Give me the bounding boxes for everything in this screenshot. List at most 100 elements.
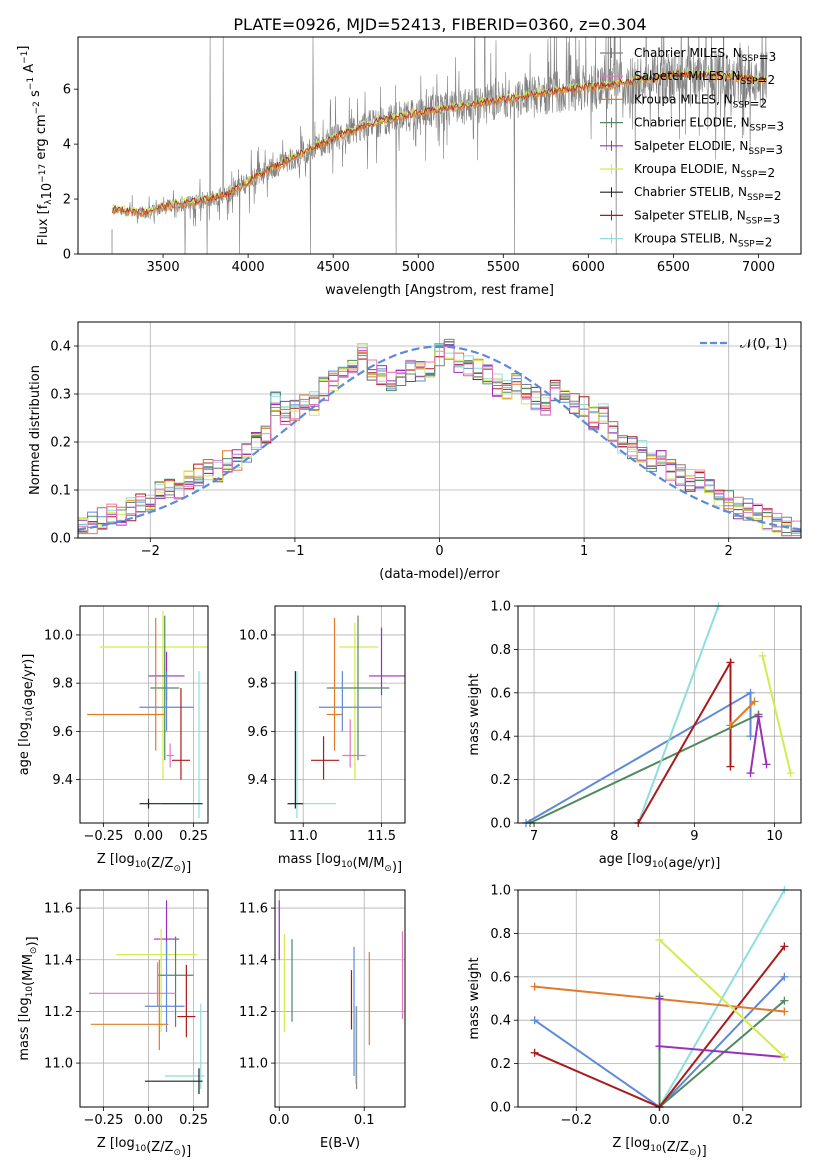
x-axis-label: (data-model)/error [379, 567, 500, 582]
y-tick-label: 0.2 [490, 1057, 511, 1072]
label-part: Chabrier ELODIE, N [634, 116, 750, 130]
y-tick-label: 11.4 [239, 953, 268, 968]
weight-series-line [637, 605, 720, 824]
y-axis-label: age [log10(age/yr)] [17, 654, 36, 776]
x-tick-label: 7000 [742, 260, 775, 275]
label-part: SSP [746, 216, 763, 226]
x-tick-label: −0.25 [84, 1113, 124, 1128]
x-tick-label: 5500 [487, 260, 520, 275]
label-part: =2 [757, 73, 775, 87]
x-tick-label: 4000 [232, 260, 265, 275]
legend-text: Salpeter MILES, NSSP=2 [634, 69, 775, 87]
spectrum-frame [77, 36, 802, 255]
x-tick-label: 0.0 [269, 1113, 290, 1128]
label-part: s [28, 90, 43, 101]
y-tick-label: 11.2 [239, 1005, 268, 1020]
label-part: SSP [748, 147, 765, 157]
label-part: 10 [652, 860, 664, 870]
x-tick-label: 0.0 [649, 1113, 670, 1128]
y-tick-label: 2 [63, 193, 71, 208]
label-part: Salpeter MILES, N [634, 69, 741, 83]
age_vs_Z-frame [79, 605, 209, 824]
label-part: age [log [17, 722, 32, 775]
label-part: 10 [341, 860, 353, 870]
y-tick-label: 0.1 [50, 484, 71, 499]
y-axis-label: mass [log10(M/M⊙)] [17, 936, 40, 1060]
label-part: 10 [40, 183, 55, 200]
y-tick-label: 6 [63, 83, 71, 98]
label-part: mass [log [278, 852, 341, 867]
x-tick-label: 7 [530, 829, 538, 844]
mass_vs_Z-frame [79, 889, 209, 1108]
weight_vs_age-frame [517, 605, 802, 824]
y-axis-label: mass weight [467, 957, 482, 1039]
x-axis-label: Z [log10(Z/Z⊙)] [97, 852, 191, 875]
label-part: Kroupa MILES, N [634, 92, 733, 106]
label-part: Z [log [97, 1136, 135, 1151]
x-tick-label: 3500 [147, 260, 180, 275]
y-tick-label: 9.6 [247, 725, 268, 740]
y-tick-label: 11.6 [44, 902, 73, 917]
x-tick-label: 10 [766, 829, 783, 844]
legend-text: Chabrier ELODIE, NSSP=3 [634, 116, 784, 134]
weight-series-line [658, 939, 786, 1058]
label-part: (Z/Z [662, 1140, 689, 1155]
label-part: −17 [38, 164, 48, 183]
axes-residuals: −2 −1 0 1 2 0.0 0.1 0.2 0.3 0.4 𝒩(0, 1) (data-model… [28, 322, 802, 582]
axes-mass_vs_EBV: 0.0 0.1 11.0 11.2 11.4 11.6 E(B-V) [239, 890, 405, 1151]
y-tick-label: 0.8 [490, 643, 511, 658]
legend-text: Chabrier STELIB, NSSP=2 [634, 185, 782, 203]
x-tick-label: 2 [725, 544, 733, 559]
x-axis-label: Z [log10(Z/Z⊙)] [612, 1136, 706, 1159]
y-tick-label: 0 [63, 248, 71, 263]
residuals-frame [77, 321, 802, 539]
label-part: )] [392, 860, 402, 875]
y-tick-label: 11.0 [239, 1057, 268, 1072]
label-part: Flux [f [36, 204, 51, 245]
label-part: −1 [26, 77, 36, 90]
x-tick-label: 9 [690, 829, 698, 844]
y-tick-label: 11.0 [44, 1057, 73, 1072]
histogram-series [78, 346, 801, 538]
y-tick-label: 0.4 [490, 1014, 511, 1029]
y-tick-label: 0.4 [490, 730, 511, 745]
label-part: =3 [759, 50, 777, 64]
label-part: =3 [765, 143, 783, 157]
x-tick-label: 8 [610, 829, 618, 844]
label-part: Chabrier MILES, N [634, 46, 742, 60]
y-tick-label: 10.0 [239, 628, 268, 643]
y-tick-label: 9.6 [52, 725, 73, 740]
x-tick-label: 6000 [572, 260, 605, 275]
label-part: (Z/Z [146, 856, 173, 871]
label-part: SSP [747, 193, 764, 203]
label-part: λ [44, 199, 54, 205]
label-part: SSP [733, 100, 750, 110]
y-tick-label: 9.8 [247, 677, 268, 692]
x-axis-label: age [log10(age/yr)] [599, 852, 721, 871]
label-part: SSP [741, 170, 758, 180]
y-tick-label: 11.2 [44, 1005, 73, 1020]
label-part: SSP [738, 240, 755, 250]
weight_vs_Z-frame [517, 889, 802, 1108]
label-part: SSP [741, 77, 758, 87]
legend-text: Salpeter STELIB, NSSP=3 [634, 208, 780, 226]
y-tick-label: 0.4 [50, 340, 71, 355]
y-tick-label: 1.0 [490, 884, 511, 899]
x-tick-label: 11.0 [289, 829, 318, 844]
label-part: (M/M [21, 954, 36, 986]
x-tick-label: 6500 [657, 260, 690, 275]
label-part: (age/yr)] [21, 654, 36, 711]
x-axis-label: mass [log10(M/M⊙)] [278, 852, 402, 875]
label-part: ⊙ [689, 1148, 697, 1158]
y-axis-label: mass weight [467, 673, 482, 755]
x-tick-label: 11.5 [367, 829, 396, 844]
x-tick-label: 0.00 [134, 1113, 163, 1128]
label-part: E(B-V) [320, 1136, 360, 1151]
y-tick-label: 9.4 [52, 773, 73, 788]
label-part: Kroupa STELIB, N [634, 232, 738, 246]
label-part: Chabrier STELIB, N [634, 185, 747, 199]
x-axis-label: wavelength [Angstrom, rest frame] [325, 283, 554, 298]
label-part: =2 [755, 236, 773, 250]
